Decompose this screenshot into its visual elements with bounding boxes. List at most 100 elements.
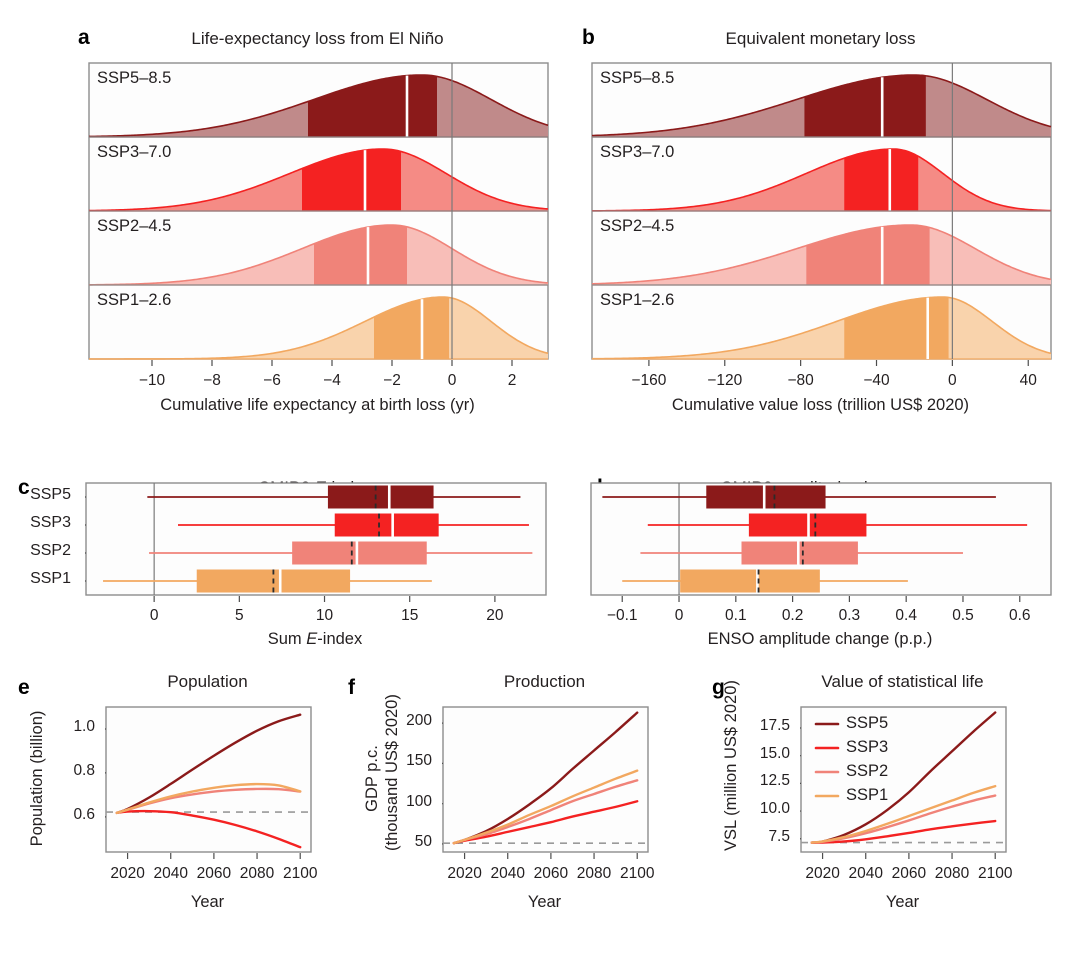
xtick-f-1: 2040 <box>490 865 525 882</box>
panel-letter-g: g <box>712 676 725 699</box>
xaxis-label-g: Year <box>885 893 920 911</box>
xtick-d-4: 0.3 <box>838 607 861 624</box>
xtick-b-4: 0 <box>948 372 957 389</box>
box-plot-d <box>590 482 1052 596</box>
ridge-row-label-b-0: SSP5–8.5 <box>600 69 675 87</box>
ytick-f-1: 150 <box>406 752 432 770</box>
panel-letter-a: a <box>78 26 90 49</box>
panel-title-e: Population <box>167 672 248 691</box>
legend-item-ssp3: SSP3 <box>846 738 889 756</box>
xtick-a-6: 2 <box>507 372 517 389</box>
ridge-row-label-a-2: SSP2–4.5 <box>97 217 172 235</box>
line-plot-e <box>105 706 312 853</box>
xtick-f-2: 2060 <box>533 865 569 882</box>
xtick-a-3: −4 <box>323 372 341 389</box>
xtick-d-3: 0.2 <box>781 607 804 624</box>
xaxis-ticks-e <box>126 853 301 859</box>
xtick-f-0: 2020 <box>447 865 482 882</box>
ytick-g-2: 12.5 <box>759 772 790 790</box>
panel-title-f: Production <box>503 672 586 691</box>
line-plot-g <box>800 706 1007 853</box>
xtick-g-1: 2040 <box>848 865 883 882</box>
xtick-b-0: −160 <box>631 372 667 389</box>
yaxis-label-g: VSL (million US$ 2020) <box>722 680 740 851</box>
ridge-plot-b <box>591 62 1052 360</box>
xtick-d-5: 0.4 <box>895 607 917 624</box>
panel-letter-f: f <box>348 676 355 699</box>
ridge-plot-a <box>88 62 549 360</box>
ytick-e-2: 0.6 <box>73 805 95 823</box>
panel-letter-b: b <box>582 26 595 49</box>
xtick-b-5: 40 <box>1019 372 1037 389</box>
xtick-a-0: −10 <box>138 372 166 389</box>
legend-item-ssp5: SSP5 <box>846 714 889 732</box>
ridge-row-label-b-3: SSP1–2.6 <box>600 291 675 309</box>
legend-item-ssp2: SSP2 <box>846 762 889 780</box>
xtick-d-1: 0 <box>674 607 684 624</box>
xtick-g-4: 2100 <box>977 865 1013 882</box>
xtick-e-0: 2020 <box>110 865 145 882</box>
xaxis-ticks-c <box>153 596 496 602</box>
panel-title-g: Value of statistical life <box>821 672 984 691</box>
panel-title-a: Life-expectancy loss from El Niño <box>191 29 444 48</box>
ytick-c-0: SSP5 <box>30 486 71 503</box>
ridge-row-label-a-0: SSP5–8.5 <box>97 69 172 87</box>
ytick-e-0: 1.0 <box>73 717 95 735</box>
xtick-e-3: 2080 <box>239 865 275 882</box>
xaxis-ticks-f <box>463 853 638 859</box>
xtick-b-1: −120 <box>707 372 743 389</box>
xtick-c-2: 10 <box>315 607 334 624</box>
yaxis-label-f-line2: (thousand US$ 2020) <box>383 694 401 851</box>
xtick-a-2: −6 <box>263 372 281 389</box>
xtick-b-2: −80 <box>787 372 814 389</box>
legend-lines-g <box>814 722 840 798</box>
xaxis-label-a: Cumulative life expectancy at birth loss… <box>160 396 475 414</box>
xtick-d-0: −0.1 <box>606 607 638 624</box>
xaxis-ticks-d <box>621 596 1021 602</box>
ytick-f-0: 200 <box>406 712 432 730</box>
xtick-b-3: −40 <box>863 372 890 389</box>
ridge-row-label-a-1: SSP3–7.0 <box>97 143 172 161</box>
ytick-c-1: SSP3 <box>30 514 71 531</box>
xtick-c-4: 20 <box>486 607 504 624</box>
line-plot-f <box>442 706 649 853</box>
ytick-g-1: 15.0 <box>759 744 790 762</box>
xtick-c-1: 5 <box>235 607 244 624</box>
ytick-c-2: SSP2 <box>30 542 71 559</box>
legend-item-ssp1: SSP1 <box>846 786 889 804</box>
ytick-e-1: 0.8 <box>73 761 95 779</box>
ytick-g-0: 17.5 <box>759 717 790 735</box>
xaxis-label-f: Year <box>527 893 562 911</box>
yaxis-label-f-line1: GDP p.c. <box>363 745 381 812</box>
xtick-g-0: 2020 <box>805 865 840 882</box>
ridge-row-label-b-1: SSP3–7.0 <box>600 143 675 161</box>
ytick-c-3: SSP1 <box>30 570 71 587</box>
xaxis-label-c: Sum E-index <box>267 630 363 648</box>
ridge-row-label-a-3: SSP1–2.6 <box>97 291 172 309</box>
xtick-d-6: 0.5 <box>952 607 974 624</box>
xtick-e-4: 2100 <box>282 865 318 882</box>
xaxis-ticks-b <box>648 360 1029 366</box>
panel-letter-e: e <box>18 676 30 699</box>
box-plot-c <box>85 482 547 596</box>
yaxis-label-e: Population (billion) <box>28 710 46 847</box>
xaxis-ticks-g <box>821 853 996 859</box>
xtick-a-5: 0 <box>447 372 457 389</box>
xtick-f-3: 2080 <box>576 865 612 882</box>
xtick-d-7: 0.6 <box>1008 607 1031 624</box>
xtick-g-3: 2080 <box>934 865 970 882</box>
ytick-g-3: 10.0 <box>759 800 790 818</box>
xtick-g-2: 2060 <box>891 865 927 882</box>
ytick-f-3: 50 <box>414 832 432 850</box>
xaxis-label-e: Year <box>190 893 225 911</box>
xaxis-ticks-a <box>151 360 513 366</box>
xtick-c-0: 0 <box>149 607 159 624</box>
xtick-a-4: −2 <box>383 372 401 389</box>
xaxis-label-b: Cumulative value loss (trillion US$ 2020… <box>671 396 970 414</box>
ytick-f-2: 100 <box>406 792 432 810</box>
xtick-a-1: −8 <box>203 372 221 389</box>
panel-title-b: Equivalent monetary loss <box>725 29 916 48</box>
ytick-g-4: 7.5 <box>768 827 790 845</box>
xtick-e-2: 2060 <box>196 865 232 882</box>
xtick-c-3: 15 <box>401 607 419 624</box>
